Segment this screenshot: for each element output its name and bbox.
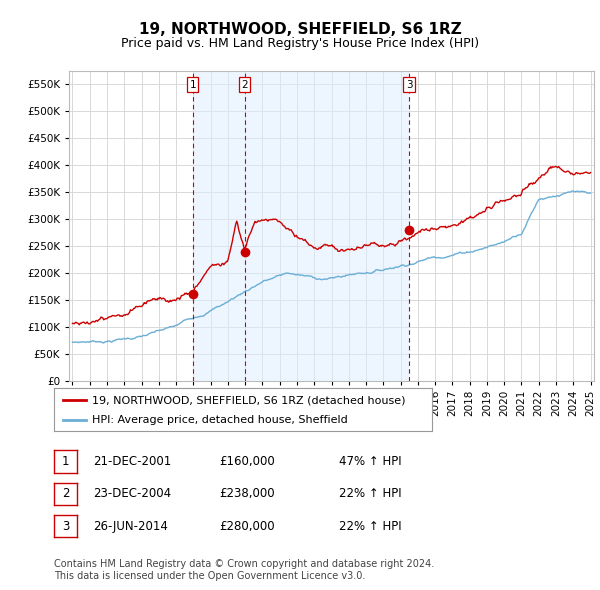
Text: 1: 1 xyxy=(62,455,69,468)
Text: 22% ↑ HPI: 22% ↑ HPI xyxy=(339,520,401,533)
Text: 47% ↑ HPI: 47% ↑ HPI xyxy=(339,455,401,468)
Text: 23-DEC-2004: 23-DEC-2004 xyxy=(93,487,171,500)
Text: 2: 2 xyxy=(62,487,69,500)
Text: Contains HM Land Registry data © Crown copyright and database right 2024.
This d: Contains HM Land Registry data © Crown c… xyxy=(54,559,434,581)
Text: 21-DEC-2001: 21-DEC-2001 xyxy=(93,455,171,468)
Text: 3: 3 xyxy=(62,520,69,533)
Bar xyxy=(245,71,409,381)
Bar xyxy=(193,71,245,381)
Text: £160,000: £160,000 xyxy=(219,455,275,468)
Text: 22% ↑ HPI: 22% ↑ HPI xyxy=(339,487,401,500)
Text: 1: 1 xyxy=(190,80,196,90)
Text: 19, NORTHWOOD, SHEFFIELD, S6 1RZ: 19, NORTHWOOD, SHEFFIELD, S6 1RZ xyxy=(139,22,461,37)
Text: HPI: Average price, detached house, Sheffield: HPI: Average price, detached house, Shef… xyxy=(92,415,347,425)
Text: 19, NORTHWOOD, SHEFFIELD, S6 1RZ (detached house): 19, NORTHWOOD, SHEFFIELD, S6 1RZ (detach… xyxy=(92,395,406,405)
Text: £238,000: £238,000 xyxy=(219,487,275,500)
Text: 26-JUN-2014: 26-JUN-2014 xyxy=(93,520,168,533)
Text: £280,000: £280,000 xyxy=(219,520,275,533)
Text: Price paid vs. HM Land Registry's House Price Index (HPI): Price paid vs. HM Land Registry's House … xyxy=(121,37,479,50)
Text: 3: 3 xyxy=(406,80,412,90)
Text: 2: 2 xyxy=(241,80,248,90)
